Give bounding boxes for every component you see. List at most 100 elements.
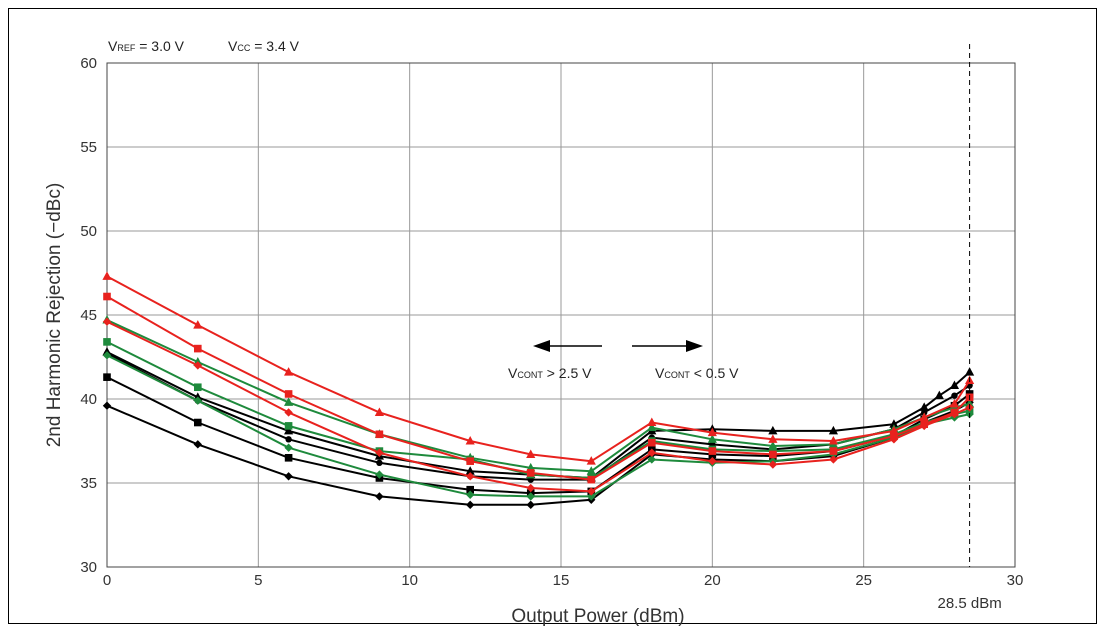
- series-8-point-5: [526, 469, 535, 477]
- series-7-point-5: [526, 483, 535, 493]
- series-9-point-0: [102, 271, 112, 280]
- series-0-point-3: [375, 492, 384, 501]
- series-8-point-8: [708, 447, 717, 455]
- vcc-v: V: [228, 38, 238, 54]
- series-8-point-9: [769, 450, 777, 459]
- series-1-black-square: [103, 373, 974, 497]
- series-1-point-4: [466, 485, 474, 494]
- series-3-point-14: [949, 380, 960, 390]
- series-3-point-11: [889, 419, 899, 428]
- series-group: [102, 271, 975, 510]
- series-6-point-9: [768, 441, 778, 450]
- series-1-point-1: [194, 418, 202, 427]
- right-arrow-head: [686, 340, 703, 352]
- series-7-point-9: [768, 460, 778, 469]
- series-8-point-10: [829, 447, 838, 455]
- plot-area-border: [106, 62, 1016, 568]
- y-axis-title: 2nd Harmonic Rejection (−dBc): [44, 183, 65, 448]
- series-9-point-9: [768, 434, 778, 443]
- chart-frame: [8, 8, 1097, 624]
- series-0-point-5: [526, 500, 535, 510]
- series-3-point-13: [934, 390, 944, 400]
- series-8-point-6: [587, 475, 596, 484]
- series-3-line: [106, 351, 971, 479]
- series-9-point-4: [465, 436, 475, 445]
- series-8-point-0: [103, 292, 111, 301]
- series-7-point-3: [375, 448, 384, 457]
- series-1-point-0: [103, 373, 111, 381]
- series-1-point-2: [284, 454, 293, 462]
- series-9-point-13: [949, 399, 960, 408]
- x-tick-label-6: 30: [1007, 572, 1024, 589]
- series-7-point-7: [647, 448, 656, 457]
- y-tick-label-1: 35: [80, 475, 97, 492]
- vref-v: V: [108, 38, 118, 54]
- series-7-point-4: [466, 472, 475, 481]
- series-4-point-4: [466, 490, 475, 499]
- vcont-low-subscript: CONT: [664, 370, 690, 380]
- series-4-point-6: [587, 492, 596, 501]
- x-tick-labels: 0 5 10 15 20 25 30: [103, 572, 1024, 589]
- series-3-point-9: [768, 425, 778, 435]
- vref-annotation: VREF = 3.0 V: [108, 38, 185, 54]
- series-8-point-1: [194, 344, 202, 353]
- series-2-point-3: [376, 459, 383, 467]
- series-4-point-2: [284, 443, 293, 452]
- series-2-point-13: [951, 392, 958, 399]
- series-4-point-0: [102, 351, 112, 360]
- series-9-point-8: [707, 427, 717, 437]
- y-tick-label-3: 45: [80, 307, 97, 324]
- y-tick-label-4: 50: [80, 223, 97, 240]
- series-3-point-2: [284, 425, 294, 435]
- series-7-point-0: [102, 317, 112, 326]
- series-3-point-4: [465, 466, 475, 475]
- series-8-point-7: [648, 438, 656, 447]
- series-6-point-6: [586, 466, 596, 475]
- series-9-point-3: [374, 407, 384, 416]
- series-8-point-12: [920, 420, 928, 428]
- series-9-point-5: [526, 449, 536, 458]
- marker-line-group: 28.5 dBm: [937, 44, 1002, 612]
- series-7-point-6: [587, 487, 596, 496]
- vcont-high-subscript: CONT: [517, 370, 543, 380]
- x-tick-label-2: 10: [401, 572, 418, 589]
- series-9-point-12: [919, 412, 929, 421]
- series-5-point-1: [194, 383, 202, 392]
- series-5-point-0: [103, 338, 111, 346]
- series-7-point-10: [829, 455, 838, 464]
- vcont-low-v: V: [655, 365, 665, 381]
- vcont-low-label: VCONT < 0.5 V: [655, 365, 739, 381]
- vcont-low-value: < 0.5 V: [690, 365, 739, 381]
- x-axis-title: Output Power (dBm): [511, 606, 684, 627]
- x-tick-label-1: 5: [254, 572, 262, 589]
- y-tick-labels: 30 35 40 45 50 55 60: [80, 55, 97, 576]
- series-0-point-0: [102, 401, 112, 410]
- series-8-point-4: [466, 457, 474, 465]
- series-8-point-13: [950, 408, 959, 417]
- series-2-point-2: [285, 436, 292, 443]
- series-9-point-10: [828, 436, 838, 445]
- vcc-value: = 3.4 V: [250, 38, 299, 54]
- plot-border: [106, 62, 1016, 568]
- vcont-high-v: V: [508, 365, 518, 381]
- marker-line-label: 28.5 dBm: [937, 595, 1001, 612]
- series-3-point-12: [919, 402, 929, 411]
- series-0-point-4: [466, 500, 475, 510]
- series-8-point-3: [375, 430, 384, 439]
- series-6-point-2: [284, 397, 294, 406]
- series-5-point-2: [284, 422, 293, 430]
- vcont-high-value: > 2.5 V: [543, 365, 592, 381]
- series-4-point-3: [375, 470, 384, 479]
- series-7-point-2: [284, 408, 293, 417]
- series-9-point-2: [284, 367, 294, 376]
- series-9-point-1: [193, 320, 203, 329]
- vcc-subscript: CC: [237, 43, 250, 53]
- y-tick-label-6: 60: [80, 55, 97, 72]
- vcont-high-label: VCONT > 2.5 V: [508, 365, 592, 381]
- x-tick-label-3: 15: [553, 572, 570, 589]
- series-3-point-10: [828, 425, 838, 435]
- series-8-point-11: [890, 432, 898, 440]
- series-7-point-8: [708, 456, 717, 466]
- series-4-point-7: [647, 455, 656, 464]
